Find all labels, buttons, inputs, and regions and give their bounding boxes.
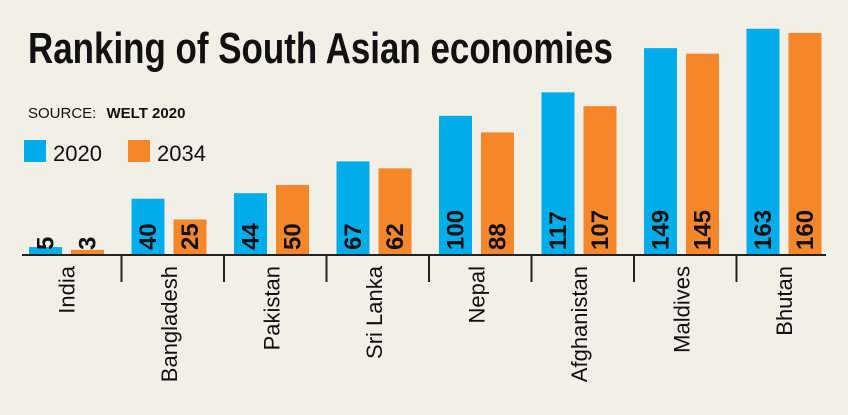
bar-maldives-2034: [686, 53, 719, 254]
bar-nepal-2034: [481, 132, 514, 254]
value-label-afghanistan-2034: 107: [587, 210, 614, 250]
bar-bhutan-2020: [746, 28, 780, 254]
bar-afghanistan-2020: [541, 92, 575, 254]
value-label-bhutan-2034: 160: [792, 210, 819, 250]
value-label-bangladesh-2020: 40: [135, 223, 162, 250]
bar-bangladesh-2020: [131, 198, 165, 254]
bar-pakistan-2020: [234, 193, 267, 254]
bar-afghanistan-2034: [583, 106, 617, 255]
value-label-nepal-2034: 88: [485, 223, 512, 250]
legend-swatch-2034: [128, 140, 150, 162]
category-label-pakistan: Pakistan: [260, 266, 285, 350]
category-label-bangladesh: Bangladesh: [157, 266, 182, 382]
source-name: WELT 2020: [107, 105, 186, 122]
value-label-afghanistan-2020: 117: [545, 211, 572, 250]
category-label-sri-lanka: Sri Lanka: [362, 265, 387, 359]
bar-sri-lanka-2020: [336, 161, 370, 254]
category-label-bhutan: Bhutan: [772, 266, 797, 336]
source-label: SOURCE:: [28, 105, 96, 122]
bar-sri-lanka-2034: [378, 168, 412, 254]
value-label-india-2034: 3: [75, 237, 102, 250]
category-label-nepal: Nepal: [465, 266, 490, 323]
source-line: SOURCE: WELT 2020: [28, 105, 185, 122]
value-label-pakistan-2034: 50: [280, 223, 307, 250]
legend-label-2020: 2020: [53, 141, 102, 166]
value-label-india-2020: 5: [33, 237, 60, 250]
bar-bhutan-2034: [788, 32, 822, 255]
value-label-maldives-2034: 145: [690, 210, 717, 250]
chart-title: Ranking of South Asian economies: [28, 24, 613, 73]
value-label-sri-lanka-2020: 67: [340, 223, 367, 250]
category-label-maldives: Maldives: [670, 266, 695, 353]
category-label-afghanistan: Afghanistan: [567, 266, 592, 382]
value-label-sri-lanka-2034: 62: [382, 223, 409, 250]
bar-nepal-2020: [439, 115, 472, 255]
bar-india-2020: [29, 247, 62, 254]
value-label-bangladesh-2034: 25: [177, 223, 204, 250]
legend-swatch-2020: [24, 140, 46, 162]
bars-group: 5 3 40 25 44 50 67 62 100 88 117 107 149 145 163 160: [29, 28, 822, 255]
bar-maldives-2020: [644, 48, 677, 254]
bar-india-2034: [71, 249, 104, 254]
bar-bangladesh-2034: [173, 219, 207, 254]
category-label-india: India: [55, 265, 80, 313]
legend: 2020 2034: [24, 140, 206, 166]
value-label-nepal-2020: 100: [443, 210, 470, 250]
x-axis: India Bangladesh Pakistan Sri Lanka Nepal Afg…: [22, 254, 826, 382]
value-label-maldives-2020: 149: [648, 210, 675, 250]
value-label-bhutan-2020: 163: [750, 210, 777, 250]
value-label-pakistan-2020: 44: [238, 223, 265, 250]
bar-pakistan-2034: [276, 184, 309, 254]
legend-label-2034: 2034: [157, 141, 206, 166]
